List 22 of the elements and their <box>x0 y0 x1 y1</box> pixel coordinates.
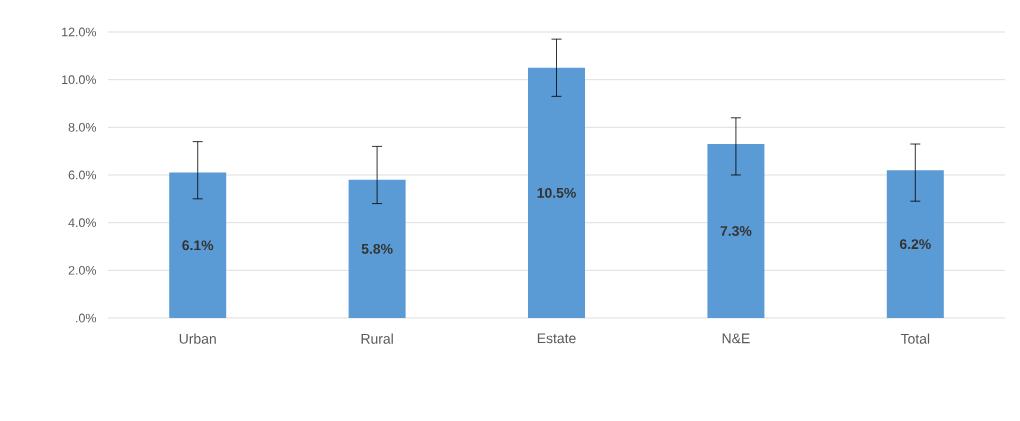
bar <box>169 172 227 318</box>
data-label: 6.1% <box>182 240 214 251</box>
x-tick-label: Urban <box>179 333 216 344</box>
data-label: 5.8% <box>361 243 393 254</box>
bar <box>348 179 406 318</box>
y-tick-label: 2.0% <box>68 265 97 275</box>
data-label: 6.2% <box>899 239 931 250</box>
y-tick-label: 12.0% <box>62 27 97 37</box>
y-tick-label: .0% <box>76 313 97 323</box>
y-tick-label: 4.0% <box>68 218 97 228</box>
y-tick-label: 6.0% <box>68 170 97 180</box>
x-tick-label: N&E <box>722 333 750 344</box>
y-tick-label: 10.0% <box>62 75 97 85</box>
y-tick-label: 8.0% <box>68 122 97 132</box>
data-label: 7.3% <box>720 226 752 236</box>
x-tick-label: Total <box>900 333 930 344</box>
x-tick-label: Estate <box>537 333 576 344</box>
x-tick-label: Rural <box>361 333 393 344</box>
data-label: 10.5% <box>537 187 576 198</box>
bar <box>886 170 944 318</box>
bar <box>707 144 765 318</box>
bar <box>528 67 585 318</box>
